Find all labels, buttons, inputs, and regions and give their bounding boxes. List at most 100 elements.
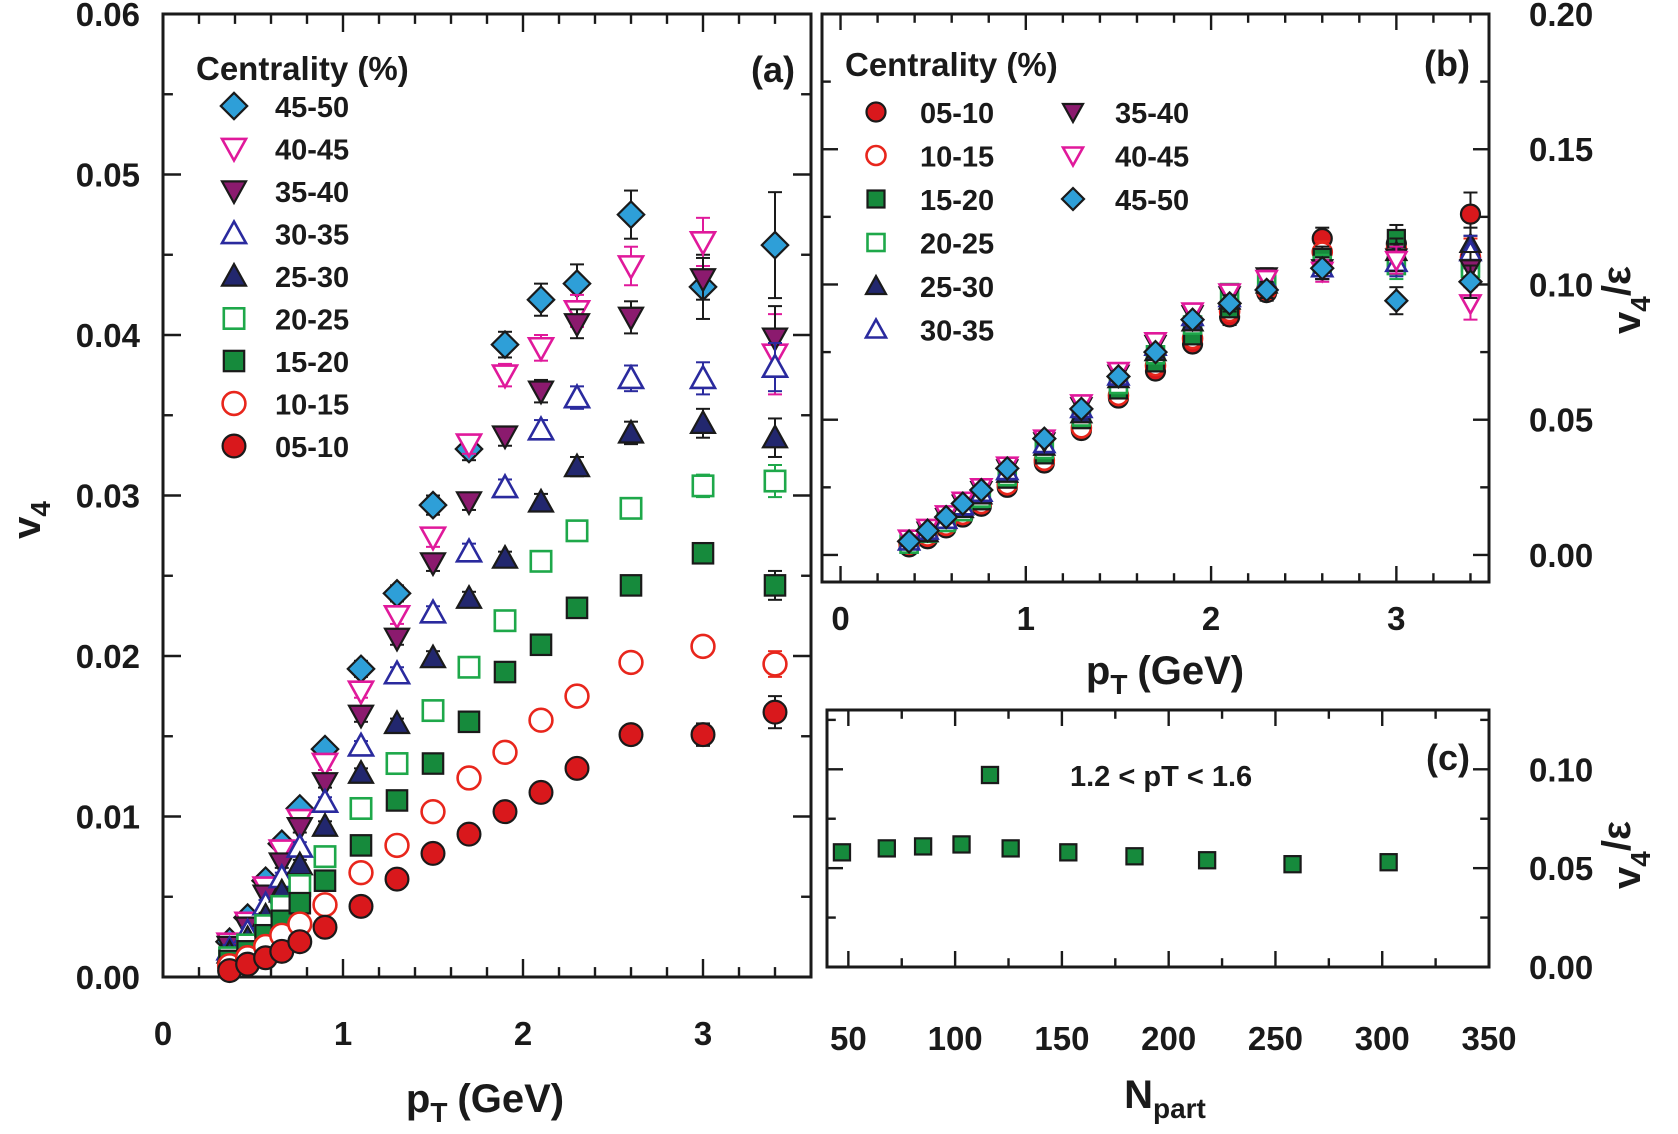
- data-point: [288, 891, 312, 915]
- data-point: [618, 649, 644, 676]
- data-point: [994, 455, 1020, 481]
- panel-b-label: (b): [1424, 43, 1470, 84]
- legend-label: 45-50: [1115, 185, 1189, 217]
- x-tick-label: 0: [154, 1015, 172, 1052]
- data-point: [492, 739, 518, 765]
- data-point: [455, 583, 483, 609]
- data-point: [690, 633, 716, 660]
- legend-marker: [220, 180, 248, 206]
- data-point: [490, 364, 520, 390]
- legend-label: 40-45: [275, 135, 349, 167]
- panel-b-legend: 05-10 10-15 15-20 20-25 25-30 30-35 35-40 40-45…: [863, 98, 1189, 348]
- data-point: [1254, 277, 1280, 303]
- panel-c-ticks: 50 100 150 200 250 300 350 0.00 0.05 0.10: [827, 710, 1593, 1057]
- data-point: [619, 496, 643, 520]
- data-point: [421, 699, 445, 723]
- y-tick-label: 0.20: [1529, 0, 1593, 33]
- x-tick-label: 1: [334, 1015, 352, 1052]
- data-point: [1001, 839, 1020, 858]
- series-45-50: [896, 255, 1484, 554]
- x-tick-label: 50: [830, 1020, 867, 1057]
- data-point: [418, 597, 448, 624]
- data-point: [346, 654, 376, 684]
- data-point: [691, 474, 715, 498]
- data-point: [689, 409, 717, 434]
- legend-label: 10-15: [275, 390, 349, 422]
- panel-a-legend: 45-50 40-45 35-40 30-35 25-30 20-25 15-20 10-15…: [219, 91, 349, 464]
- legend-marker: [222, 349, 246, 373]
- data-point: [456, 765, 482, 791]
- data-point: [1309, 255, 1335, 281]
- x-tick-label: 300: [1355, 1020, 1410, 1057]
- legend-marker: [980, 765, 1000, 785]
- data-point: [913, 837, 933, 856]
- legend-label: 45-50: [275, 92, 349, 124]
- data-point: [528, 707, 554, 733]
- legend-marker: [219, 218, 249, 245]
- data-point: [565, 596, 589, 620]
- data-point: [688, 363, 718, 390]
- panel-b-ylabel-main: v: [1605, 311, 1649, 334]
- data-point: [1031, 426, 1057, 452]
- data-point: [285, 817, 314, 843]
- data-point: [456, 821, 482, 847]
- data-point: [457, 710, 481, 734]
- panel-a-ylabel-main: v: [5, 516, 49, 539]
- data-point: [690, 722, 716, 748]
- data-point: [418, 526, 448, 552]
- data-point: [1142, 339, 1169, 365]
- x-tick-label: 1: [1017, 600, 1035, 637]
- data-point: [383, 709, 411, 735]
- y-tick-label: 0.10: [1529, 266, 1593, 303]
- y-tick-label: 0.03: [76, 478, 140, 515]
- panel-b: 0 1 2 3 0.00 0.05 0.10 0.15 0.20 05-10 10-15 15-20…: [820, 0, 1656, 700]
- legend-marker: [221, 433, 247, 459]
- data-point: [529, 633, 553, 657]
- data-point: [267, 839, 297, 865]
- data-point: [617, 418, 645, 444]
- data-point: [384, 866, 410, 892]
- legend-label: 25-30: [920, 272, 994, 304]
- data-point: [491, 425, 519, 451]
- data-point: [419, 552, 447, 578]
- data-point: [384, 832, 410, 859]
- data-point: [418, 490, 448, 520]
- legend-marker: [219, 137, 249, 164]
- data-point: [761, 423, 789, 449]
- legend-label: 15-20: [275, 347, 349, 379]
- y-tick-label: 0.04: [76, 317, 141, 354]
- panel-b-ylabel-suffix: /ε: [1595, 266, 1639, 296]
- data-point: [347, 704, 375, 730]
- data-point: [760, 352, 790, 379]
- data-point: [490, 472, 520, 499]
- data-point: [454, 536, 484, 563]
- data-point: [1379, 853, 1398, 872]
- data-point: [385, 789, 409, 812]
- panel-a-label: (a): [751, 49, 795, 90]
- data-point: [1384, 250, 1409, 273]
- data-point: [349, 796, 373, 820]
- data-point: [490, 329, 520, 360]
- data-point: [526, 284, 556, 315]
- panel-c-ylabel-sub: 4: [1625, 851, 1656, 867]
- panel-c-ylabel-suffix: /ε: [1595, 821, 1639, 851]
- legend-label: 20-25: [920, 229, 994, 261]
- panel-a-x-axis-label: pT (GeV): [406, 1077, 564, 1128]
- panel-c-xlabel-sub: part: [1153, 1093, 1206, 1124]
- data-point: [832, 843, 852, 862]
- panel-a-xlabel-sub: T: [430, 1097, 447, 1128]
- panel-c-x-axis-label: Npart: [1124, 1073, 1206, 1124]
- data-point: [877, 839, 896, 858]
- legend-marker: [1060, 146, 1086, 169]
- data-point: [287, 929, 313, 955]
- data-point: [385, 752, 409, 776]
- data-point: [454, 433, 484, 459]
- data-point: [311, 772, 339, 798]
- x-tick-label: 3: [694, 1015, 712, 1052]
- data-point: [933, 504, 959, 530]
- panel-a-data: [214, 189, 790, 984]
- panel-a-xlabel-unit: (GeV): [457, 1077, 564, 1121]
- data-point: [526, 336, 556, 363]
- panel-b-y-axis-label: v4/ε: [1595, 266, 1656, 334]
- legend-label: 05-10: [920, 98, 994, 130]
